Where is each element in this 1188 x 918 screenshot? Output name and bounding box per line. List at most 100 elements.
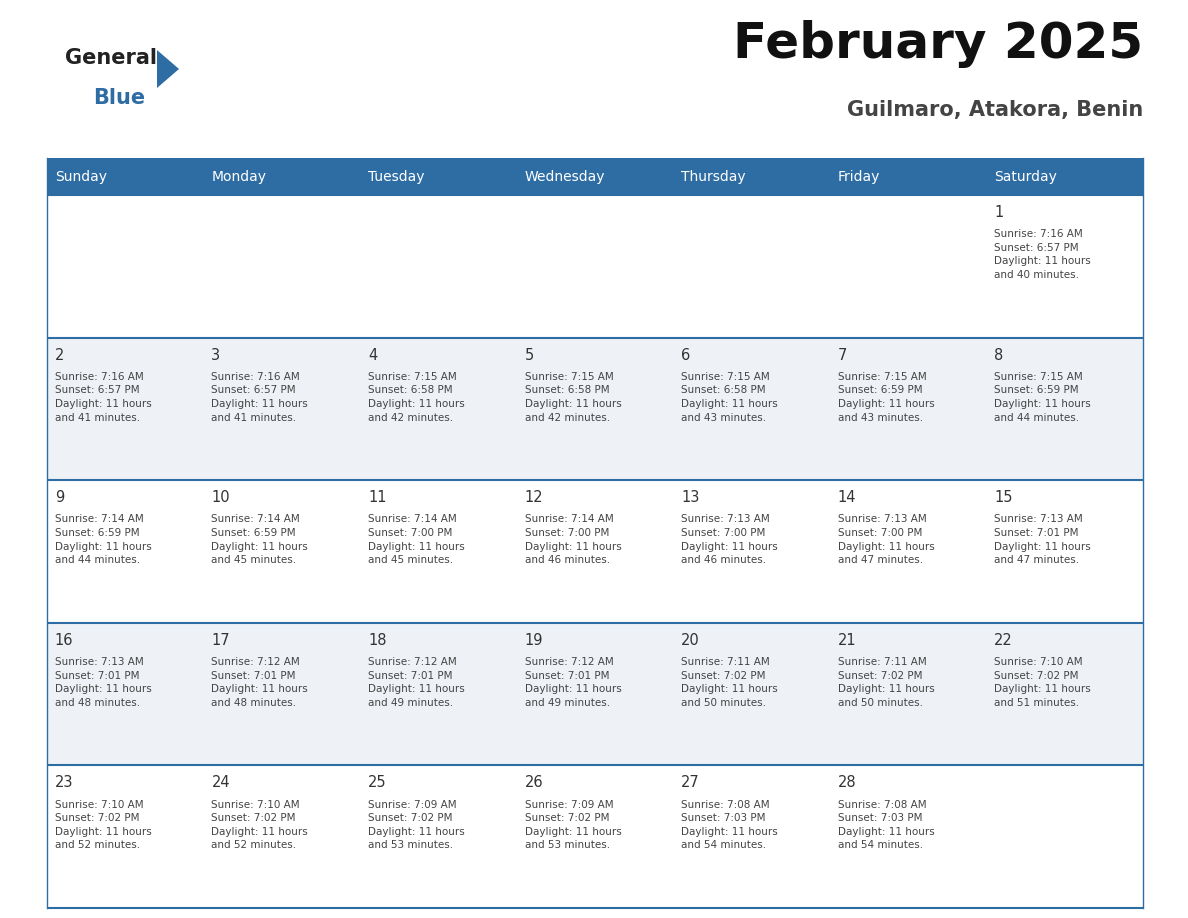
Text: Sunday: Sunday: [55, 170, 107, 184]
Bar: [830, 195, 986, 338]
Text: 7: 7: [838, 348, 847, 363]
Text: 24: 24: [211, 776, 230, 790]
Text: 4: 4: [368, 348, 378, 363]
Text: 21: 21: [838, 633, 857, 648]
Text: Sunrise: 7:09 AM
Sunset: 7:02 PM
Daylight: 11 hours
and 53 minutes.: Sunrise: 7:09 AM Sunset: 7:02 PM Dayligh…: [525, 800, 621, 850]
Text: 8: 8: [994, 348, 1004, 363]
Bar: [203, 622, 360, 766]
Text: Sunrise: 7:11 AM
Sunset: 7:02 PM
Daylight: 11 hours
and 50 minutes.: Sunrise: 7:11 AM Sunset: 7:02 PM Dayligh…: [681, 657, 778, 708]
Text: Sunrise: 7:12 AM
Sunset: 7:01 PM
Daylight: 11 hours
and 49 minutes.: Sunrise: 7:12 AM Sunset: 7:01 PM Dayligh…: [525, 657, 621, 708]
Text: 2: 2: [55, 348, 64, 363]
Text: 14: 14: [838, 490, 857, 505]
Text: 18: 18: [368, 633, 386, 648]
Bar: [517, 766, 674, 908]
Text: 3: 3: [211, 348, 221, 363]
Bar: [830, 480, 986, 622]
Bar: [986, 158, 1143, 195]
Bar: [203, 480, 360, 622]
Bar: [986, 338, 1143, 480]
Text: Tuesday: Tuesday: [368, 170, 424, 184]
Bar: [517, 480, 674, 622]
Bar: [517, 195, 674, 338]
Text: 26: 26: [525, 776, 543, 790]
Text: Sunrise: 7:09 AM
Sunset: 7:02 PM
Daylight: 11 hours
and 53 minutes.: Sunrise: 7:09 AM Sunset: 7:02 PM Dayligh…: [368, 800, 465, 850]
Text: Sunrise: 7:16 AM
Sunset: 6:57 PM
Daylight: 11 hours
and 41 minutes.: Sunrise: 7:16 AM Sunset: 6:57 PM Dayligh…: [55, 372, 152, 422]
Text: 11: 11: [368, 490, 386, 505]
Text: Blue: Blue: [93, 88, 145, 108]
Bar: [674, 766, 830, 908]
Text: 20: 20: [681, 633, 700, 648]
Text: Sunrise: 7:13 AM
Sunset: 7:01 PM
Daylight: 11 hours
and 48 minutes.: Sunrise: 7:13 AM Sunset: 7:01 PM Dayligh…: [55, 657, 152, 708]
Text: 9: 9: [55, 490, 64, 505]
Text: Sunrise: 7:15 AM
Sunset: 6:58 PM
Daylight: 11 hours
and 42 minutes.: Sunrise: 7:15 AM Sunset: 6:58 PM Dayligh…: [525, 372, 621, 422]
Bar: [674, 195, 830, 338]
Bar: [203, 195, 360, 338]
Bar: [986, 480, 1143, 622]
Bar: [830, 338, 986, 480]
Text: 22: 22: [994, 633, 1013, 648]
Bar: [986, 195, 1143, 338]
Text: Sunrise: 7:15 AM
Sunset: 6:59 PM
Daylight: 11 hours
and 43 minutes.: Sunrise: 7:15 AM Sunset: 6:59 PM Dayligh…: [838, 372, 935, 422]
Text: Sunrise: 7:16 AM
Sunset: 6:57 PM
Daylight: 11 hours
and 41 minutes.: Sunrise: 7:16 AM Sunset: 6:57 PM Dayligh…: [211, 372, 308, 422]
Bar: [674, 338, 830, 480]
Polygon shape: [157, 50, 179, 88]
Text: 19: 19: [525, 633, 543, 648]
Bar: [674, 158, 830, 195]
Text: Saturday: Saturday: [994, 170, 1057, 184]
Text: Sunrise: 7:14 AM
Sunset: 7:00 PM
Daylight: 11 hours
and 45 minutes.: Sunrise: 7:14 AM Sunset: 7:00 PM Dayligh…: [368, 514, 465, 565]
Text: Sunrise: 7:11 AM
Sunset: 7:02 PM
Daylight: 11 hours
and 50 minutes.: Sunrise: 7:11 AM Sunset: 7:02 PM Dayligh…: [838, 657, 935, 708]
Bar: [360, 622, 517, 766]
Text: 10: 10: [211, 490, 230, 505]
Bar: [48, 766, 203, 908]
Text: 1: 1: [994, 205, 1004, 220]
Bar: [517, 338, 674, 480]
Bar: [674, 622, 830, 766]
Bar: [203, 158, 360, 195]
Text: Sunrise: 7:08 AM
Sunset: 7:03 PM
Daylight: 11 hours
and 54 minutes.: Sunrise: 7:08 AM Sunset: 7:03 PM Dayligh…: [681, 800, 778, 850]
Text: 15: 15: [994, 490, 1012, 505]
Text: 28: 28: [838, 776, 857, 790]
Bar: [830, 158, 986, 195]
Bar: [360, 480, 517, 622]
Text: Sunrise: 7:13 AM
Sunset: 7:01 PM
Daylight: 11 hours
and 47 minutes.: Sunrise: 7:13 AM Sunset: 7:01 PM Dayligh…: [994, 514, 1091, 565]
Bar: [830, 766, 986, 908]
Bar: [830, 622, 986, 766]
Text: Sunrise: 7:14 AM
Sunset: 7:00 PM
Daylight: 11 hours
and 46 minutes.: Sunrise: 7:14 AM Sunset: 7:00 PM Dayligh…: [525, 514, 621, 565]
Bar: [48, 480, 203, 622]
Text: 17: 17: [211, 633, 230, 648]
Bar: [203, 766, 360, 908]
Text: Sunrise: 7:12 AM
Sunset: 7:01 PM
Daylight: 11 hours
and 48 minutes.: Sunrise: 7:12 AM Sunset: 7:01 PM Dayligh…: [211, 657, 308, 708]
Bar: [360, 338, 517, 480]
Text: Thursday: Thursday: [681, 170, 746, 184]
Bar: [48, 622, 203, 766]
Text: 12: 12: [525, 490, 543, 505]
Text: General: General: [65, 48, 157, 68]
Text: Sunrise: 7:10 AM
Sunset: 7:02 PM
Daylight: 11 hours
and 51 minutes.: Sunrise: 7:10 AM Sunset: 7:02 PM Dayligh…: [994, 657, 1091, 708]
Text: Sunrise: 7:08 AM
Sunset: 7:03 PM
Daylight: 11 hours
and 54 minutes.: Sunrise: 7:08 AM Sunset: 7:03 PM Dayligh…: [838, 800, 935, 850]
Bar: [203, 338, 360, 480]
Bar: [674, 480, 830, 622]
Text: 5: 5: [525, 348, 533, 363]
Bar: [517, 622, 674, 766]
Text: Sunrise: 7:15 AM
Sunset: 6:58 PM
Daylight: 11 hours
and 42 minutes.: Sunrise: 7:15 AM Sunset: 6:58 PM Dayligh…: [368, 372, 465, 422]
Bar: [48, 158, 203, 195]
Text: Monday: Monday: [211, 170, 266, 184]
Text: Friday: Friday: [838, 170, 880, 184]
Text: Guilmaro, Atakora, Benin: Guilmaro, Atakora, Benin: [847, 100, 1143, 120]
Bar: [360, 158, 517, 195]
Text: February 2025: February 2025: [733, 20, 1143, 68]
Text: Wednesday: Wednesday: [525, 170, 605, 184]
Text: Sunrise: 7:14 AM
Sunset: 6:59 PM
Daylight: 11 hours
and 44 minutes.: Sunrise: 7:14 AM Sunset: 6:59 PM Dayligh…: [55, 514, 152, 565]
Text: 16: 16: [55, 633, 74, 648]
Text: Sunrise: 7:13 AM
Sunset: 7:00 PM
Daylight: 11 hours
and 47 minutes.: Sunrise: 7:13 AM Sunset: 7:00 PM Dayligh…: [838, 514, 935, 565]
Text: Sunrise: 7:14 AM
Sunset: 6:59 PM
Daylight: 11 hours
and 45 minutes.: Sunrise: 7:14 AM Sunset: 6:59 PM Dayligh…: [211, 514, 308, 565]
Text: Sunrise: 7:10 AM
Sunset: 7:02 PM
Daylight: 11 hours
and 52 minutes.: Sunrise: 7:10 AM Sunset: 7:02 PM Dayligh…: [55, 800, 152, 850]
Text: 25: 25: [368, 776, 386, 790]
Text: 23: 23: [55, 776, 74, 790]
Bar: [48, 338, 203, 480]
Bar: [986, 622, 1143, 766]
Text: Sunrise: 7:16 AM
Sunset: 6:57 PM
Daylight: 11 hours
and 40 minutes.: Sunrise: 7:16 AM Sunset: 6:57 PM Dayligh…: [994, 230, 1091, 280]
Bar: [48, 195, 203, 338]
Bar: [986, 766, 1143, 908]
Bar: [360, 195, 517, 338]
